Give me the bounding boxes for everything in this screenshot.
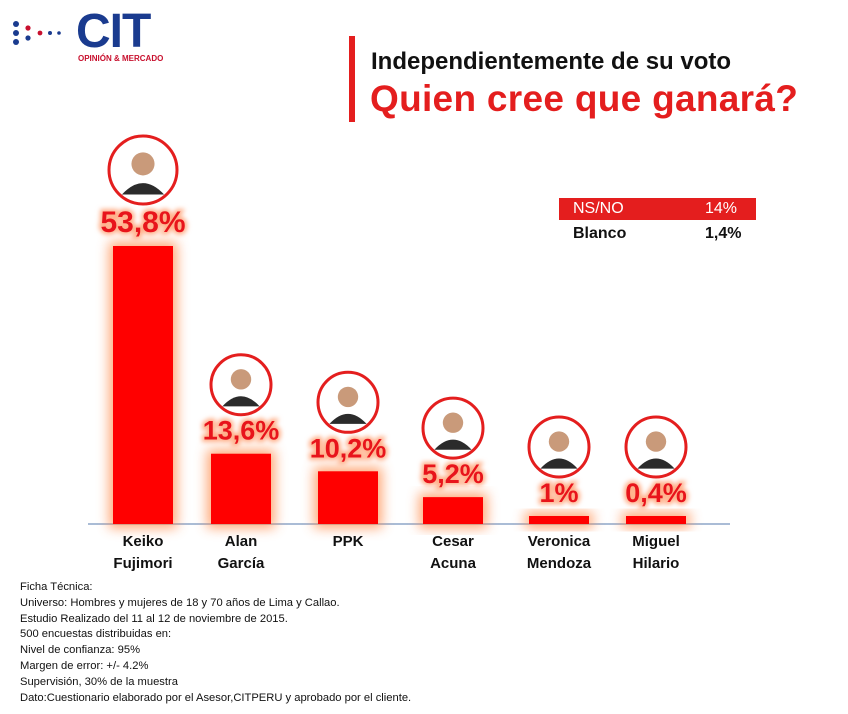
ficha-line: Estudio Realizado del 11 al 12 de noviem… bbox=[20, 612, 288, 625]
ficha-line: Margen de error: +/- 4.2% bbox=[20, 659, 149, 672]
ficha-line: Universo: Hombres y mujeres de 18 y 70 a… bbox=[20, 596, 340, 609]
shoulders-icon bbox=[222, 396, 260, 407]
value-label-glow: 53,8% bbox=[100, 206, 185, 239]
category-label: Mendoza bbox=[527, 555, 592, 572]
ficha-line: 500 encuestas distribuidas en: bbox=[20, 628, 172, 641]
bar bbox=[626, 516, 686, 524]
face-icon bbox=[131, 152, 155, 176]
category-label: Miguel bbox=[632, 533, 680, 550]
bar bbox=[423, 497, 483, 524]
shoulders-icon bbox=[434, 439, 472, 450]
candidate-photo bbox=[316, 370, 380, 434]
bar bbox=[529, 516, 589, 524]
value-label-glow: 1% bbox=[539, 478, 578, 508]
side-row-value: 1,4% bbox=[705, 225, 742, 242]
category-label: Alan bbox=[225, 533, 258, 550]
category-label: Acuna bbox=[430, 555, 477, 572]
value-label: 0,4% bbox=[625, 478, 687, 508]
shoulders-icon bbox=[540, 458, 578, 469]
category-label: Fujimori bbox=[113, 555, 172, 572]
value-label: 13,6% bbox=[203, 416, 280, 446]
side-summary-table: NS/NO 14% Blanco 1,4% bbox=[559, 198, 756, 245]
side-row-value: 14% bbox=[705, 200, 738, 217]
logo-dots-icon bbox=[13, 21, 61, 45]
face-icon bbox=[645, 431, 667, 452]
category-label: Cesar bbox=[432, 533, 474, 550]
candidate-photo bbox=[421, 396, 485, 460]
value-label-glow: 5,2% bbox=[422, 459, 484, 489]
side-row-label: Blanco bbox=[573, 225, 627, 242]
category-label: Veronica bbox=[528, 533, 591, 550]
side-row-blanco: Blanco 1,4% bbox=[559, 223, 756, 245]
bar bbox=[113, 246, 173, 524]
shoulders-icon bbox=[637, 458, 675, 469]
category-label: García bbox=[218, 555, 265, 572]
logo-wordmark: CIT bbox=[76, 5, 151, 58]
face-icon bbox=[548, 431, 570, 452]
chart-title-line2: Quien cree que ganará? bbox=[370, 78, 799, 119]
chart-title-line1: Independientemente de su voto bbox=[371, 48, 732, 75]
value-label: 10,2% bbox=[310, 433, 387, 463]
value-label: 5,2% bbox=[422, 459, 484, 489]
category-label: Keiko bbox=[123, 533, 164, 550]
category-label: Hilario bbox=[633, 555, 680, 572]
logo-tagline: OPINIÓN & MERCADO bbox=[78, 54, 164, 63]
face-icon bbox=[442, 412, 464, 433]
value-label-glow: 0,4% bbox=[625, 478, 687, 508]
ficha-line: Ficha Técnica: bbox=[20, 581, 93, 593]
face-icon bbox=[230, 369, 252, 390]
ficha-line: Supervisión, 30% de la muestra bbox=[20, 675, 178, 688]
category-label: PPK bbox=[333, 533, 364, 550]
candidate-photo bbox=[209, 353, 273, 417]
face-icon bbox=[337, 386, 359, 408]
technical-notes: Ficha Técnica: Universo: Hombres y mujere… bbox=[20, 580, 411, 706]
value-label: 1% bbox=[539, 478, 578, 508]
candidate-photo bbox=[624, 415, 688, 479]
ficha-line: Dato:Cuestionario elaborado por el Aseso… bbox=[20, 691, 412, 704]
bar bbox=[318, 471, 378, 524]
value-label-glow: 13,6% bbox=[203, 416, 280, 446]
side-row-label: NS/NO bbox=[573, 200, 624, 217]
ficha-line: Nivel de confianza: 95% bbox=[20, 644, 141, 657]
side-row-nsno: NS/NO 14% bbox=[559, 198, 756, 220]
bar bbox=[211, 453, 271, 524]
title-accent-bar bbox=[349, 36, 355, 122]
candidate-photo bbox=[107, 134, 179, 206]
value-label-glow: 10,2% bbox=[310, 433, 387, 463]
shoulders-icon bbox=[329, 413, 367, 424]
cit-logo: CIT OPINIÓN & MERCADO bbox=[10, 6, 170, 64]
candidate-photo bbox=[527, 415, 591, 479]
value-label: 53,8% bbox=[100, 206, 185, 239]
shoulders-icon bbox=[121, 183, 165, 195]
